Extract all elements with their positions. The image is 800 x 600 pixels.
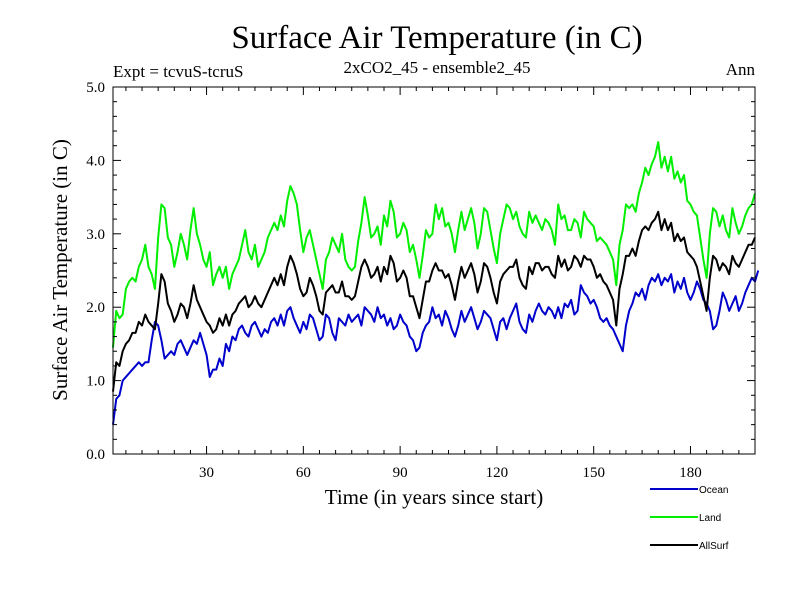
y-tick-label: 3.0	[86, 227, 105, 243]
x-tick-label: 90	[393, 465, 408, 481]
experiment-label: Expt = tcvuS-tcruS	[113, 62, 243, 81]
x-tick-label: 60	[296, 465, 311, 481]
ticks-layer: 30 60 90 120 150 180 0.0 1.0 2.0 3.0 4.0 5.0	[86, 80, 755, 481]
y-axis-label: Surface Air Temperature (in C)	[48, 139, 72, 401]
y-tick-label: 2.0	[86, 300, 105, 316]
y-tick-label: 0.0	[86, 447, 105, 463]
legend-label-ocean: Ocean	[699, 485, 728, 496]
period-label: Ann	[726, 60, 756, 79]
series-line-land	[112, 141, 756, 348]
legend-label-land: Land	[699, 513, 721, 524]
x-axis-label: Time (in years since start)	[325, 485, 544, 509]
x-tick-label: 150	[582, 465, 605, 481]
plot-area: 30 60 90 120 150 180 0.0 1.0 2.0 3.0 4.0 5.0	[86, 80, 760, 481]
y-tick-label: 4.0	[86, 153, 105, 169]
chart-subtitle: 2xCO2_45 - ensemble2_45	[344, 58, 531, 77]
x-tick-label: 180	[679, 465, 702, 481]
legend-label-allsurf: AllSurf	[699, 541, 729, 552]
y-tick-label: 1.0	[86, 374, 105, 390]
plot-frame	[112, 86, 756, 455]
series-line-ocean	[112, 270, 760, 425]
series-line-allsurf	[112, 210, 756, 392]
chart-title: Surface Air Temperature (in C)	[231, 20, 642, 56]
x-tick-label: 120	[486, 465, 509, 481]
legend: Ocean Land AllSurf	[650, 485, 729, 552]
y-tick-label: 5.0	[86, 80, 105, 96]
x-tick-label: 30	[199, 465, 214, 481]
series-layer	[112, 141, 760, 425]
